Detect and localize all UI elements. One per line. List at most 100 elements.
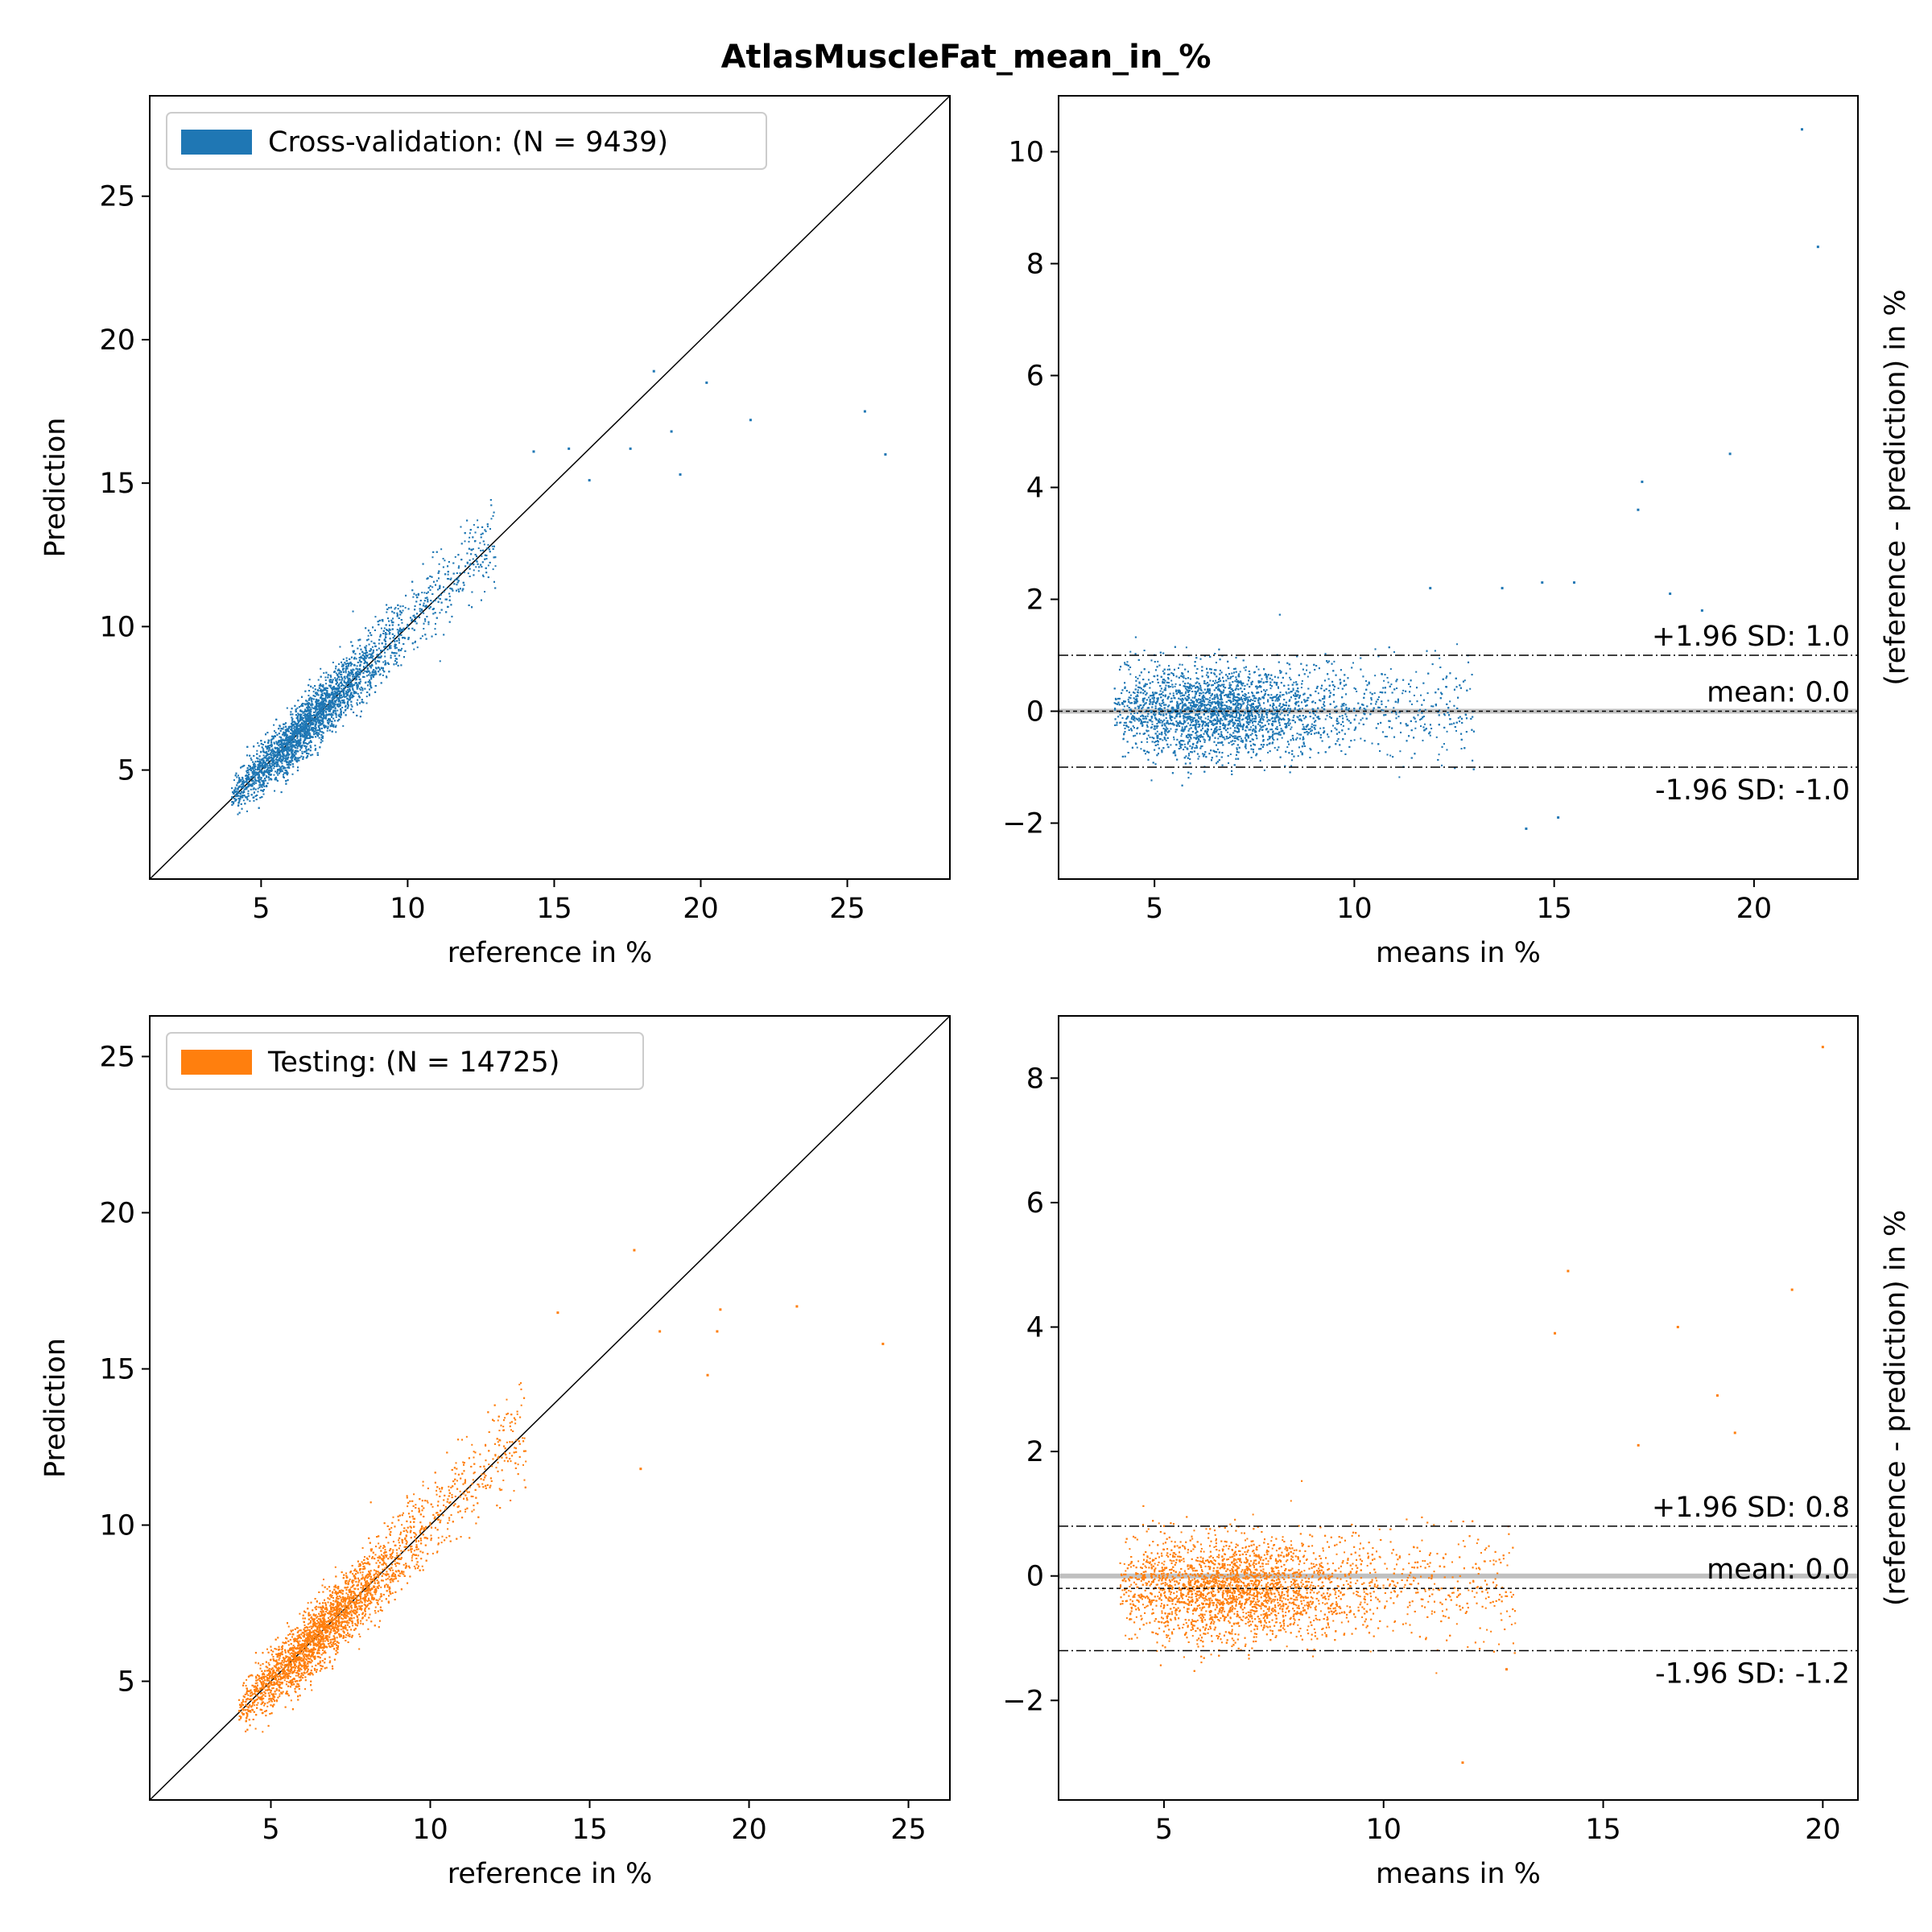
data-point [489, 551, 491, 553]
data-point [377, 654, 379, 656]
data-point [320, 741, 322, 744]
data-point [480, 536, 482, 539]
data-point [315, 733, 317, 735]
data-point [339, 702, 341, 704]
data-point [299, 731, 301, 733]
data-point [257, 769, 259, 771]
data-point [270, 762, 273, 765]
data-point [279, 730, 282, 733]
data-point [234, 786, 237, 789]
data-point [316, 720, 319, 722]
data-point [286, 762, 288, 764]
data-point [265, 766, 267, 769]
data-point [320, 733, 323, 736]
data-point [320, 694, 323, 696]
data-point [334, 677, 336, 679]
data-point [250, 767, 253, 770]
data-point [355, 676, 357, 679]
data-point [334, 708, 336, 710]
data-point [335, 716, 337, 718]
data-point [312, 691, 315, 693]
data-point [322, 712, 324, 715]
data-point [334, 704, 336, 706]
data-point [260, 740, 262, 742]
data-point [335, 731, 337, 733]
data-point [452, 562, 455, 564]
data-point [314, 692, 316, 695]
data-point [258, 769, 261, 771]
data-point [315, 713, 317, 716]
data-point [443, 591, 445, 593]
data-point [402, 637, 404, 639]
data-point [360, 655, 362, 658]
data-point [332, 685, 335, 687]
data-point [279, 744, 282, 746]
data-point [287, 729, 289, 732]
data-point [258, 779, 260, 782]
data-point [472, 536, 474, 539]
data-point [335, 679, 337, 682]
data-point [329, 710, 332, 712]
data-point [291, 758, 293, 761]
data-point [398, 624, 400, 626]
data-point [284, 758, 287, 760]
data-point [463, 584, 465, 586]
data-point [238, 781, 241, 783]
data-point [270, 759, 273, 762]
data-point [324, 714, 326, 716]
data-point [264, 756, 266, 758]
data-point [343, 667, 345, 670]
data-point [307, 710, 309, 712]
data-point [262, 748, 265, 750]
data-point [423, 622, 425, 625]
data-point [365, 696, 368, 698]
data-point [258, 780, 260, 782]
data-point [276, 779, 279, 782]
data-point [303, 750, 306, 753]
data-point [424, 634, 427, 636]
data-point [291, 737, 294, 740]
data-point [359, 645, 361, 647]
data-point [308, 697, 311, 700]
data-point [349, 694, 351, 696]
data-point [324, 695, 327, 697]
data-point [472, 558, 474, 560]
data-point [450, 604, 452, 606]
data-point [365, 681, 367, 683]
data-point [472, 548, 474, 551]
data-point [285, 722, 287, 724]
data-point [319, 704, 321, 706]
data-point [356, 684, 358, 687]
data-point [427, 623, 430, 625]
data-point [323, 724, 325, 726]
data-point [279, 736, 281, 738]
data-point [369, 683, 371, 685]
data-point [306, 712, 308, 715]
data-point [313, 730, 316, 733]
data-point [346, 676, 349, 679]
data-point [288, 740, 291, 742]
data-point [286, 753, 288, 756]
data-point [283, 735, 286, 737]
data-point [350, 679, 353, 682]
data-point [426, 597, 428, 599]
data-point [356, 704, 358, 706]
data-point [252, 764, 254, 766]
data-point [399, 605, 402, 608]
data-point [305, 749, 308, 752]
data-point [323, 705, 325, 708]
data-point [262, 793, 265, 795]
data-point [321, 737, 324, 740]
data-point [233, 801, 235, 803]
data-point [446, 598, 448, 601]
data-point [346, 697, 349, 700]
data-point [300, 727, 303, 729]
data-point [242, 779, 245, 782]
data-point [275, 778, 277, 780]
data-point [297, 733, 299, 735]
data-point [332, 714, 334, 716]
data-point [291, 773, 294, 775]
data-point [250, 767, 252, 770]
data-point [247, 785, 250, 787]
data-point [339, 673, 341, 675]
